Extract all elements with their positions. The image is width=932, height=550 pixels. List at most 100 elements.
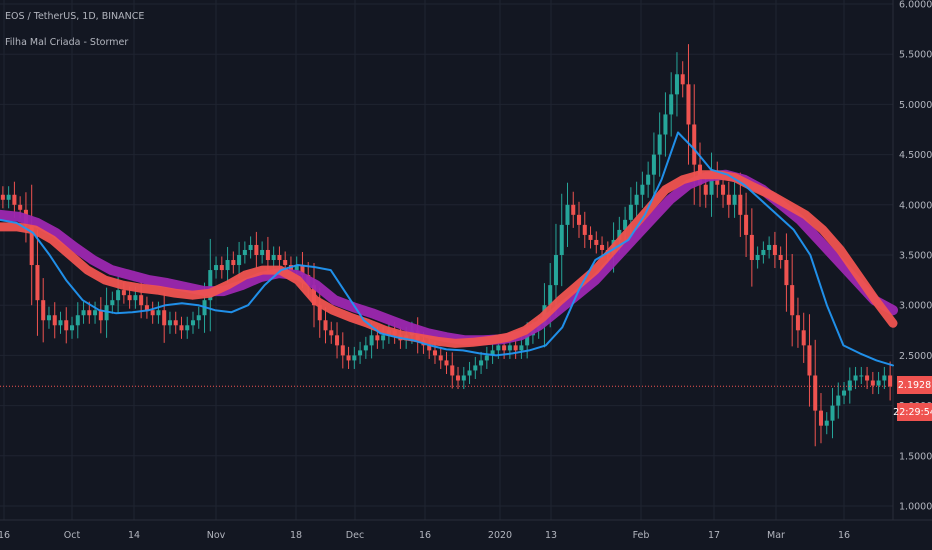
candle-body [35, 265, 40, 301]
candle-body [87, 310, 92, 316]
candle [0, 186, 5, 209]
candle-body [870, 380, 875, 386]
candle-body [519, 345, 524, 351]
candle-body [271, 255, 276, 261]
indicator-name: Filha Mal Criada - Stormer [5, 37, 129, 48]
candle [778, 246, 783, 269]
candle [755, 246, 760, 269]
candle [317, 287, 322, 338]
candle-body [836, 395, 841, 406]
candle [651, 132, 656, 197]
candle [104, 287, 109, 338]
candle-body [340, 345, 345, 356]
candle [35, 229, 40, 336]
y-tick-label: 4.5000 [899, 150, 932, 161]
candle-body [738, 194, 743, 215]
candle [81, 301, 86, 324]
candle-body [473, 365, 478, 371]
candle-body [323, 320, 328, 331]
candle [6, 186, 11, 209]
candle-body [686, 84, 691, 125]
candle-body [69, 325, 75, 331]
candle-body [830, 405, 835, 421]
candle [571, 191, 576, 228]
candle [242, 241, 247, 264]
candle-body [859, 375, 864, 377]
candle [657, 112, 662, 177]
candle [674, 52, 679, 117]
last-price-badge: 2.1928 [897, 376, 932, 394]
candle [456, 366, 461, 390]
candle [669, 72, 674, 137]
candle-body [427, 345, 432, 351]
candle [358, 341, 363, 364]
candle [870, 371, 875, 395]
candle-body [242, 249, 247, 255]
x-tick-label: Feb [633, 530, 650, 541]
x-tick-label: 17 [708, 530, 720, 541]
candle-body [824, 420, 829, 426]
candle [790, 253, 795, 347]
candle [807, 314, 812, 407]
candle [519, 336, 524, 359]
candle-body [669, 94, 674, 115]
candle [594, 231, 599, 254]
y-tick-label: 1.0000 [899, 502, 932, 513]
candle-body [651, 154, 656, 175]
candle [29, 184, 34, 306]
candle [254, 231, 259, 269]
candle-body [525, 335, 530, 346]
candle-body [179, 325, 184, 331]
candle [438, 346, 443, 369]
candle [582, 211, 587, 248]
y-tick-label: 6.0000 [899, 0, 932, 11]
candle-body [657, 134, 662, 155]
candle-body [58, 320, 63, 326]
candle [179, 316, 184, 339]
y-tick-label: 5.5000 [899, 50, 932, 61]
candle [225, 246, 230, 284]
candle-body [813, 375, 818, 411]
candle [801, 312, 806, 363]
candle-body [363, 345, 368, 351]
candle [69, 316, 75, 339]
candle-body [219, 265, 224, 271]
candle-body [772, 244, 777, 255]
candle [467, 361, 472, 385]
candle-body [744, 214, 749, 235]
candle-body [110, 300, 115, 306]
candle-body [254, 244, 259, 255]
candle-body [692, 124, 697, 165]
candle [813, 339, 818, 447]
candle-body [214, 265, 219, 271]
candle-body [847, 380, 852, 391]
candle [824, 412, 829, 435]
candle-body [484, 355, 489, 361]
candle [196, 306, 201, 329]
candle [41, 278, 46, 343]
candle [640, 171, 645, 208]
x-tick-label: Oct [64, 530, 81, 541]
y-tick-label: 3.5000 [899, 251, 932, 262]
candle-body [248, 244, 253, 250]
chart-title: EOS / TetherUS, 1D, BINANCE [5, 11, 145, 22]
candle [444, 351, 449, 374]
candle [110, 291, 115, 314]
candle [335, 322, 340, 359]
candle-body [121, 290, 126, 296]
y-tick-label: 2.5000 [899, 351, 932, 362]
candle-body [438, 355, 443, 361]
candle [842, 382, 847, 405]
candle [185, 316, 190, 339]
candle-body [150, 310, 155, 316]
candle [876, 371, 881, 395]
candle-body [888, 375, 893, 387]
candle [686, 44, 691, 165]
candle [795, 297, 800, 348]
candle-body [507, 345, 512, 351]
candle [93, 301, 98, 324]
candle-body [185, 325, 190, 331]
candle [231, 251, 236, 274]
candle-body [600, 244, 605, 250]
